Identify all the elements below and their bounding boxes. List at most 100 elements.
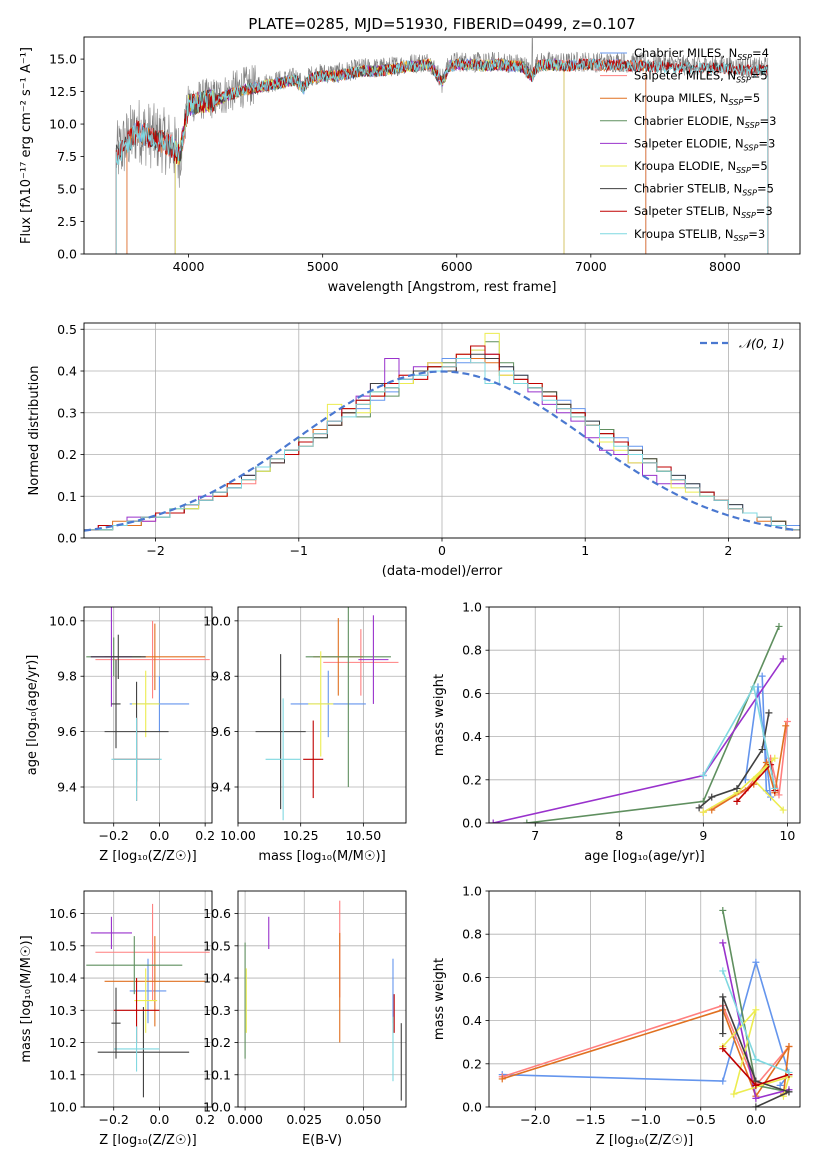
weight-marker xyxy=(775,622,783,630)
x-tick-label: −2.0 xyxy=(520,1112,550,1127)
legend-entry: Chabrier ELODIE, NSSP=3 xyxy=(634,114,776,130)
panel-mass-vs-Z: −0.2 0.0 0.2 10.0 10.1 10.2 10.3 10.4 10.5 10.6 Z … xyxy=(19,890,215,1148)
x-tick-label: 8000 xyxy=(709,259,741,274)
errorbar-point xyxy=(305,607,391,787)
errorbar-point xyxy=(97,1007,190,1098)
y-tick-label: 10.3 xyxy=(203,1003,231,1018)
panel-weights-vs-Z: −2.0 −1.5 −1.0 −0.5 0.0 0.0 0.2 0.4 0.6 0.8 1.0 Z [… xyxy=(432,884,801,1148)
x-tick-label: 10.00 xyxy=(220,828,256,843)
y-tick-label: 10.1 xyxy=(203,1067,231,1082)
plot-area xyxy=(86,607,210,801)
weight-marker xyxy=(699,808,707,816)
weight-marker xyxy=(785,1068,793,1076)
errorbar-point xyxy=(90,634,146,679)
x-tick-label: −1 xyxy=(290,543,308,558)
weight-marker xyxy=(752,1055,760,1063)
weight-marker xyxy=(719,939,727,947)
x-axis-label: age [log₁₀(age/yr)] xyxy=(584,849,705,864)
y-tick-label: 12.5 xyxy=(49,84,77,99)
weight-marker xyxy=(758,746,766,754)
plot-area xyxy=(84,332,800,538)
weight-marker xyxy=(771,754,779,762)
x-tick-label: 6000 xyxy=(441,259,473,274)
y-tick-label: 7.5 xyxy=(57,149,77,164)
weight-marker xyxy=(779,655,787,663)
x-tick-label: 9 xyxy=(699,828,707,843)
panel-weights-vs-age: 7 8 9 10 0.0 0.2 0.4 0.6 0.8 1.0 age [log₁₀(age/yr… xyxy=(432,600,801,864)
weight-marker xyxy=(775,791,783,799)
weight-marker xyxy=(758,672,766,680)
x-tick-label: 0.050 xyxy=(346,1112,382,1127)
weight-marker xyxy=(750,683,758,691)
legend-entry: Salpeter ELODIE, NSSP=3 xyxy=(634,136,775,152)
legend: 𝒩(0, 1) xyxy=(700,336,785,351)
errorbar-point xyxy=(255,654,306,810)
y-tick-label: 9.6 xyxy=(211,724,231,739)
weight-marker xyxy=(782,722,790,730)
y-tick-label: 10.0 xyxy=(203,1100,231,1115)
x-tick-label: 10 xyxy=(779,828,795,843)
errorbar-point xyxy=(323,629,399,696)
y-tick-label: 10.4 xyxy=(49,971,77,986)
y-tick-label: 1.0 xyxy=(462,884,482,899)
y-tick-label: 9.4 xyxy=(211,780,231,795)
y-tick-label: 10.3 xyxy=(49,1003,77,1018)
model-spectrum-line xyxy=(115,58,769,254)
x-tick-label: 4000 xyxy=(173,259,205,274)
gaussian-curve xyxy=(84,370,798,532)
x-tick-label: 0.025 xyxy=(286,1112,322,1127)
x-tick-label: 1 xyxy=(581,543,589,558)
plot-area xyxy=(498,906,793,1107)
plot-area xyxy=(244,900,402,1101)
y-axis-label: Flux [fλ10⁻¹⁷ erg cm⁻² s⁻¹ A⁻¹] xyxy=(19,47,34,244)
y-tick-label: 5.0 xyxy=(57,182,77,197)
errorbar-point xyxy=(86,936,183,995)
errorbar-point xyxy=(95,903,210,1001)
x-tick-label: −0.5 xyxy=(686,1112,716,1127)
y-tick-label: 0.2 xyxy=(462,1056,482,1071)
weight-marker xyxy=(733,797,741,805)
x-tick-label: 8 xyxy=(615,828,623,843)
y-tick-label: 10.5 xyxy=(49,938,77,953)
x-tick-label: −2 xyxy=(146,543,164,558)
errorbar-point xyxy=(90,916,132,950)
y-tick-label: 10.2 xyxy=(49,1035,77,1050)
legend-entry: Kroupa ELODIE, NSSP=5 xyxy=(634,159,768,175)
plot-area xyxy=(115,38,769,254)
y-tick-label: 0.2 xyxy=(57,447,77,462)
axes-frame xyxy=(83,36,801,255)
weight-marker xyxy=(771,784,779,792)
y-tick-label: 0.0 xyxy=(57,247,77,262)
plot-area xyxy=(86,903,210,1098)
y-tick-label: 9.8 xyxy=(211,669,231,684)
axes-frame xyxy=(488,890,801,1108)
plot-area xyxy=(489,622,791,823)
x-tick-label: 7 xyxy=(531,828,539,843)
figure-panels: 4000 5000 6000 7000 80000.02.55.07.510.012.5… xyxy=(19,15,801,1148)
weight-marker xyxy=(752,958,760,966)
y-tick-label: 0.5 xyxy=(57,322,77,337)
x-tick-label: −1.5 xyxy=(575,1112,605,1127)
y-tick-label: 0.0 xyxy=(57,531,77,546)
panel-age-vs-Z: −0.2 0.0 0.2 9.4 9.6 9.8 10.0 Z [log₁₀(Z/Z☉)] ag… xyxy=(25,606,215,864)
legend-entry: Kroupa STELIB, NSSP=3 xyxy=(634,227,765,243)
x-tick-label: 10.50 xyxy=(345,828,381,843)
x-tick-label: −0.2 xyxy=(99,828,129,843)
weight-marker xyxy=(719,906,727,914)
axes-frame xyxy=(237,890,407,1108)
legend-entry: Salpeter STELIB, NSSP=3 xyxy=(634,204,773,220)
weight-marker xyxy=(699,771,707,779)
x-tick-label: −0.2 xyxy=(99,1112,129,1127)
weight-marker xyxy=(708,793,716,801)
weight-marker xyxy=(719,1030,727,1038)
y-tick-label: 10.0 xyxy=(49,613,77,628)
weight-marker xyxy=(785,1088,793,1096)
weight-marker xyxy=(719,967,727,975)
x-tick-label: 0.0 xyxy=(149,1112,169,1127)
errorbar-point xyxy=(358,615,389,704)
y-tick-label: 0.4 xyxy=(462,1013,482,1028)
y-axis-label: mass weight xyxy=(432,674,447,756)
y-tick-label: 0.4 xyxy=(57,364,77,379)
panel-residuals: −2 −1 0 1 2 0.0 0.1 0.2 0.3 0.4 0.5 (data-model)/er… xyxy=(27,322,801,579)
